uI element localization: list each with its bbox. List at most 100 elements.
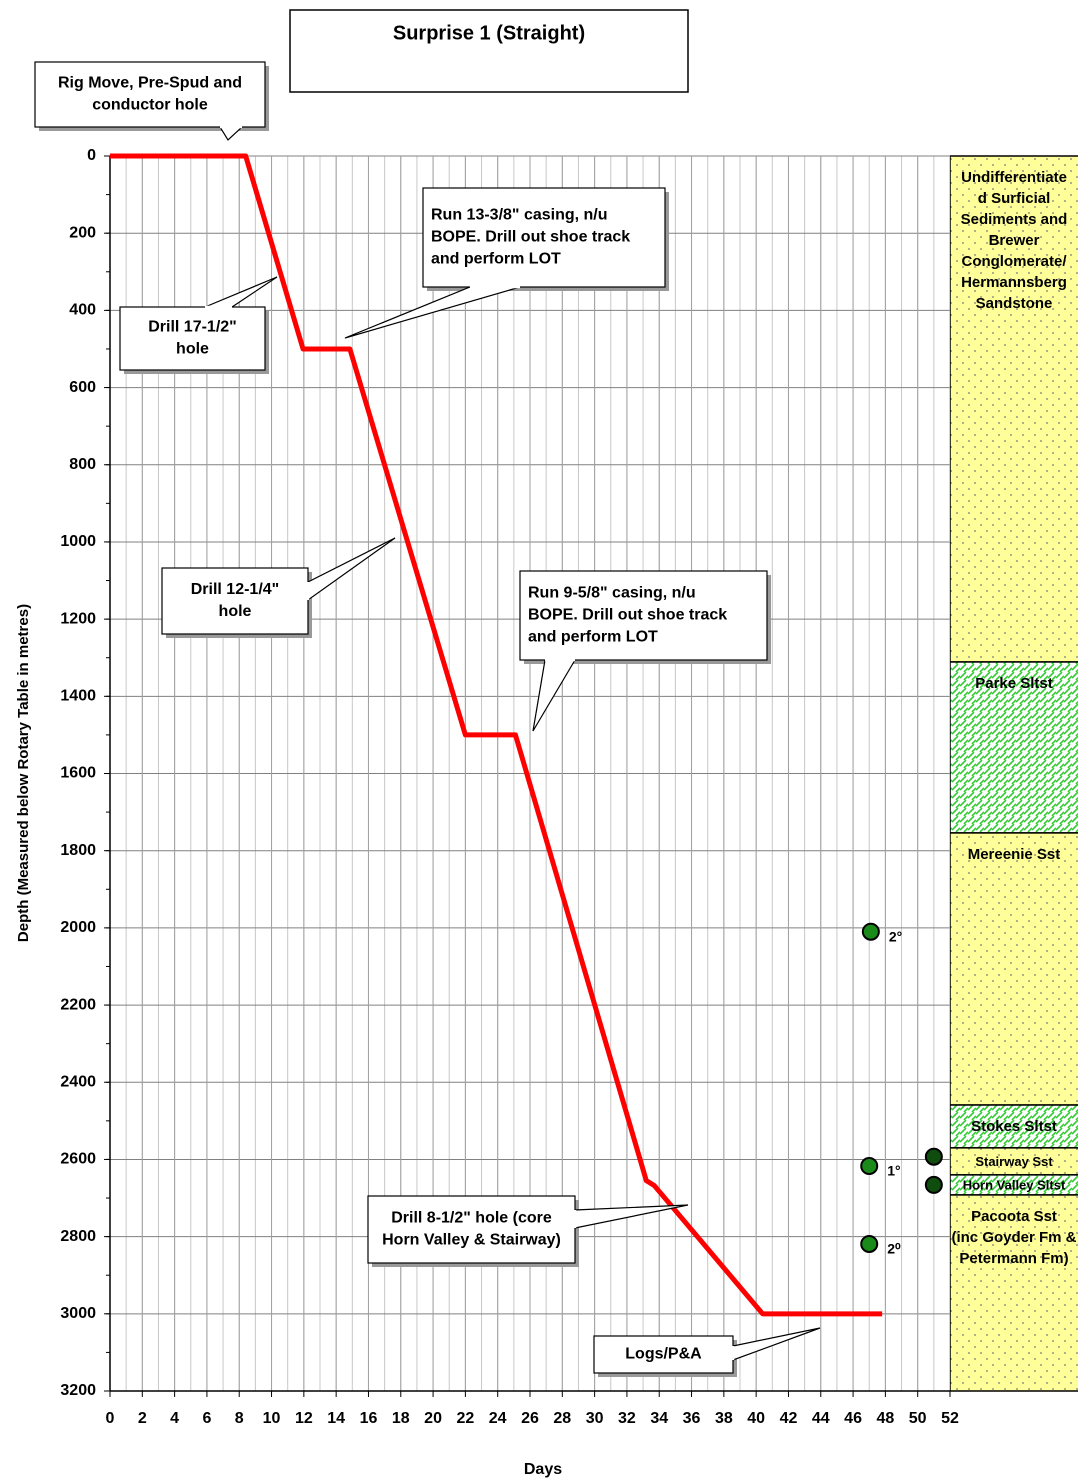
callout-pointer [344, 286, 521, 339]
callout-text: Drill 12-1/4" [191, 581, 280, 598]
y-tick-label: 1000 [60, 533, 96, 550]
chart-title: Surprise 1 (Straight) [393, 22, 585, 44]
y-tick-label: 3200 [60, 1382, 96, 1399]
x-axis-label: Days [524, 1461, 562, 1478]
callout-pointer [204, 276, 278, 308]
stratum-label: Stairway Sst [975, 1154, 1053, 1169]
y-tick-label: 1200 [60, 610, 96, 627]
y-tick-label: 2200 [60, 996, 96, 1013]
x-tick-label: 44 [812, 1410, 830, 1427]
callout-box [34, 61, 266, 128]
x-tick-label: 40 [747, 1410, 765, 1427]
x-tick-label: 18 [392, 1410, 410, 1427]
x-tick-label: 20 [424, 1410, 442, 1427]
callout-box [422, 187, 666, 288]
x-tick-label: 32 [618, 1410, 636, 1427]
stratum-label: Parke Sltst [975, 675, 1053, 692]
survey-point [860, 1156, 879, 1175]
x-tick-label: 22 [456, 1410, 474, 1427]
callout-pointer [574, 1204, 689, 1229]
x-tick-label: 26 [521, 1410, 539, 1427]
x-tick-label: 30 [586, 1410, 604, 1427]
callout-pointer [732, 1327, 821, 1361]
stratum-label: Petermann Fm) [959, 1250, 1068, 1267]
callout-text: conductor hole [92, 97, 208, 114]
x-tick-label: 42 [780, 1410, 798, 1427]
x-tick-label: 14 [327, 1410, 345, 1427]
callout-box [519, 570, 768, 661]
callout-pointer [218, 126, 244, 141]
survey-point [861, 922, 880, 941]
callout-text: BOPE. Drill out shoe track [528, 607, 727, 624]
title-box [289, 9, 689, 93]
callout-text: hole [176, 341, 209, 358]
stratum [950, 832, 1078, 1106]
callout-text: and perform LOT [431, 251, 561, 268]
x-tick-label: 16 [360, 1410, 378, 1427]
y-tick-label: 200 [69, 224, 96, 241]
survey-label: 2⁰ [887, 1241, 901, 1257]
stratum-label: Conglomerate/ [961, 253, 1067, 270]
stratum-label: Stokes Sltst [971, 1118, 1057, 1135]
stratum-label: (inc Goyder Fm & [951, 1229, 1076, 1246]
y-tick-label: 600 [69, 379, 96, 396]
x-tick-label: 4 [170, 1410, 179, 1427]
x-tick-label: 28 [553, 1410, 571, 1427]
callout-text: Run 13-3/8" casing, n/u [431, 207, 608, 224]
x-tick-label: 34 [650, 1410, 668, 1427]
x-tick-label: 6 [202, 1410, 211, 1427]
stratum-label: Brewer [989, 232, 1040, 249]
stratum-label: Sandstone [976, 295, 1053, 312]
stratum-label: Mereenie Sst [968, 846, 1061, 863]
x-tick-label: 50 [909, 1410, 927, 1427]
y-tick-label: 1800 [60, 842, 96, 859]
callout-text: Horn Valley & Stairway) [382, 1232, 561, 1249]
y-axis-label: Depth (Measured below Rotary Table in me… [15, 604, 32, 942]
callout-text: Logs/P&A [625, 1346, 702, 1363]
y-tick-label: 1600 [60, 765, 96, 782]
callout-text: hole [219, 603, 252, 620]
x-tick-label: 48 [876, 1410, 894, 1427]
y-tick-label: 0 [87, 147, 96, 164]
stratum-label: d Surficial [978, 190, 1051, 207]
x-tick-label: 12 [295, 1410, 313, 1427]
survey-point [860, 1234, 879, 1253]
callout-pointer [307, 537, 396, 602]
y-tick-label: 400 [69, 302, 96, 319]
stratum-label: Undifferentiate [961, 169, 1067, 186]
stratum-label: Sediments and [961, 211, 1068, 228]
x-tick-label: 36 [683, 1410, 701, 1427]
x-tick-label: 8 [235, 1410, 244, 1427]
stratum-label: Hermannsberg [961, 274, 1067, 291]
survey-label: 1° [887, 1163, 900, 1179]
x-tick-label: 2 [138, 1410, 147, 1427]
y-tick-label: 2600 [60, 1151, 96, 1168]
callout-pointer [532, 659, 577, 732]
stratum [950, 1104, 1078, 1149]
x-tick-label: 52 [941, 1410, 959, 1427]
x-tick-label: 24 [489, 1410, 507, 1427]
callout-text: Drill 8-1/2" hole (core [391, 1210, 552, 1227]
stratum [950, 155, 1078, 663]
callout-text: Drill 17-1/2" [148, 319, 237, 336]
y-tick-label: 800 [69, 456, 96, 473]
callout-text: Run 9-5/8" casing, n/u [528, 585, 696, 602]
callout-box [119, 306, 266, 371]
x-tick-label: 38 [715, 1410, 733, 1427]
callout-text: and perform LOT [528, 629, 658, 646]
callout-text: BOPE. Drill out shoe track [431, 229, 630, 246]
x-tick-label: 10 [263, 1410, 281, 1427]
survey-label: 2° [889, 928, 902, 944]
callout-box [161, 567, 309, 635]
y-tick-label: 1400 [60, 688, 96, 705]
stratum-label: Horn Valley Sltst [963, 1177, 1066, 1192]
survey-point [924, 1147, 943, 1166]
x-tick-label: 0 [106, 1410, 115, 1427]
x-tick-label: 46 [844, 1410, 862, 1427]
y-tick-label: 3000 [60, 1305, 96, 1322]
y-tick-label: 2400 [60, 1073, 96, 1090]
callout-text: Rig Move, Pre-Spud and [58, 75, 242, 92]
callout-box [593, 1335, 734, 1374]
depth-line [110, 153, 883, 1317]
